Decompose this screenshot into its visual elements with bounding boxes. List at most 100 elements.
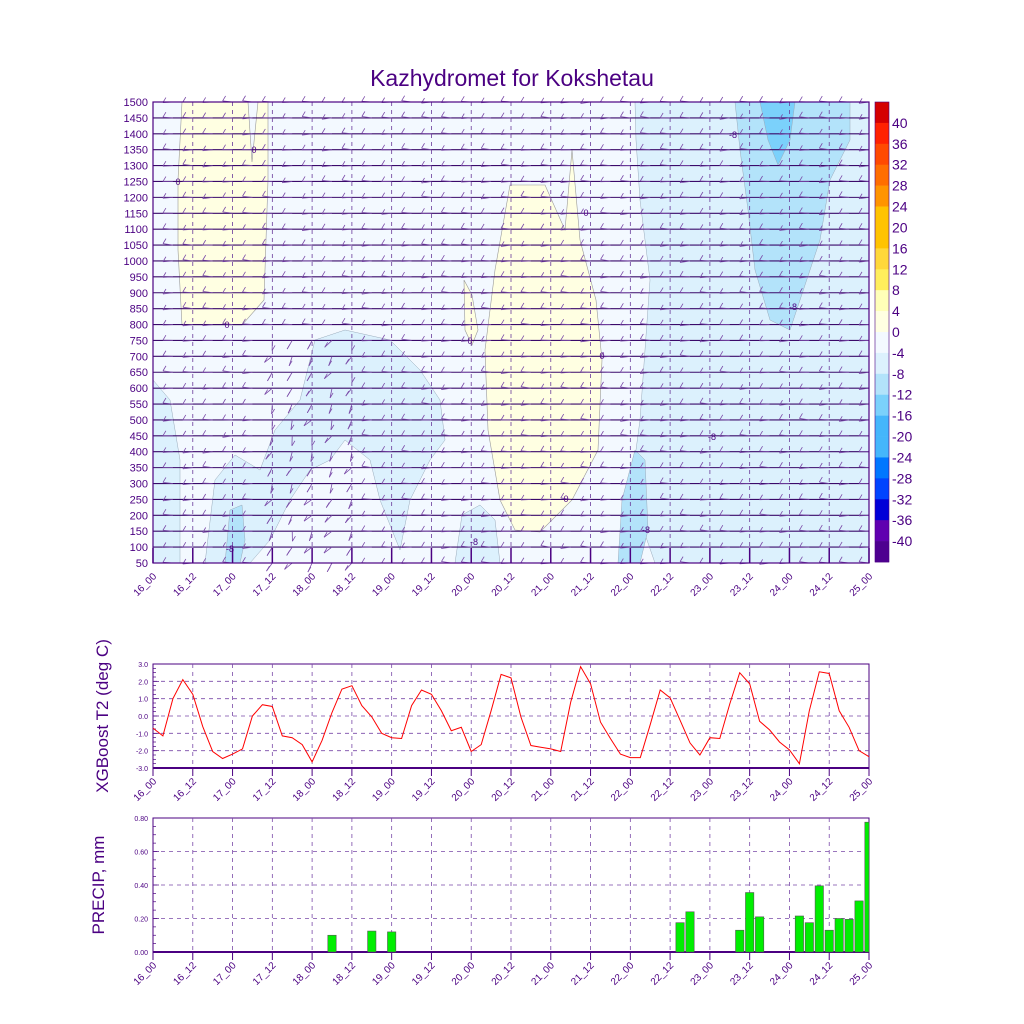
wind-barb [307, 340, 313, 350]
wind-barb [520, 366, 531, 373]
x-tick-label: 16_00 [132, 960, 160, 988]
wind-barb [500, 112, 512, 119]
wind-barb-shaft [162, 148, 173, 151]
wind-barb-feather [659, 334, 664, 341]
wind-barb-feather [182, 479, 187, 485]
wind-barb [421, 177, 432, 184]
wind-barb [620, 494, 631, 501]
wind-barb-feather [401, 223, 405, 229]
wind-barb-shaft [699, 418, 710, 421]
wind-barb-feather [600, 366, 604, 372]
wind-barb [858, 416, 870, 422]
wind-barb-feather [222, 446, 226, 452]
wind-barb-shaft [222, 370, 233, 373]
wind-barb-feather [222, 478, 226, 484]
wind-barb [182, 271, 193, 278]
wind-barb [242, 479, 253, 485]
wind-barb [480, 177, 492, 183]
wind-barb [341, 209, 352, 215]
wind-barb-shaft [441, 211, 452, 214]
wind-barb [401, 542, 412, 549]
wind-barb [202, 335, 213, 341]
wind-barb [441, 495, 452, 501]
wind-barb-feather [421, 477, 425, 484]
wind-barb-feather [838, 494, 843, 500]
wind-barb [540, 494, 551, 501]
wind-barb [759, 367, 770, 374]
wind-barb-shaft [799, 212, 810, 214]
wind-barb-shaft [540, 355, 551, 358]
wind-barb-feather [480, 193, 485, 200]
wind-barb-feather [162, 272, 167, 278]
wind-barb-feather [281, 207, 286, 214]
wind-barb-feather [401, 128, 405, 134]
wind-barb-feather [500, 334, 505, 340]
wind-barb-shaft [739, 260, 750, 263]
wind-barb [321, 255, 333, 262]
wind-barb [739, 113, 750, 120]
wind-barb-feather [739, 509, 744, 516]
wind-barb-shaft [182, 483, 193, 486]
wind-barb-feather [858, 542, 863, 548]
wind-barb-feather [328, 472, 333, 478]
wind-barb [286, 467, 293, 477]
wind-barb [799, 320, 810, 327]
wind-barb-feather [659, 415, 664, 422]
wind-barb [600, 477, 611, 484]
wind-barb [242, 493, 253, 500]
wind-barb-feather [500, 241, 505, 247]
wind-barb-shaft [481, 259, 492, 262]
wind-barb-feather [162, 447, 167, 453]
wind-barb [401, 143, 412, 151]
wind-barb-feather [679, 349, 684, 356]
wind-barb-feather [779, 414, 783, 420]
wind-barb-shaft [421, 387, 432, 390]
wind-barb-shaft [620, 514, 631, 517]
wind-barb-shaft [699, 307, 710, 310]
colorbar-label: -24 [892, 449, 912, 465]
wind-barb-shaft [779, 514, 790, 517]
wind-barb-feather [242, 239, 246, 246]
wind-barb-shaft [242, 195, 253, 198]
colorbar-label: 0 [892, 324, 900, 340]
wind-barb-feather [620, 95, 624, 102]
wind-barb-feather [329, 392, 334, 399]
wind-barb [242, 510, 253, 517]
wind-barb-feather [600, 159, 604, 165]
wind-barb [421, 319, 432, 325]
wind-barb [759, 445, 770, 453]
wind-barb-shaft [262, 227, 273, 230]
wind-barb [381, 366, 392, 373]
wind-barb-shaft [461, 276, 472, 279]
wind-barb [222, 240, 233, 247]
wind-barb-feather [381, 382, 386, 389]
wind-barb [381, 176, 392, 182]
wind-barb-feather [202, 224, 207, 231]
wind-barb-feather [580, 129, 584, 136]
wind-barb-shaft [520, 514, 531, 516]
wind-barb [341, 174, 352, 182]
wind-barb-feather [838, 556, 843, 562]
wind-barb-feather [346, 486, 351, 493]
wind-barb-feather [267, 471, 272, 477]
wind-barb-shaft [779, 403, 790, 406]
wind-barb-feather [162, 129, 167, 135]
wind-barb [799, 207, 810, 214]
wind-barb-shaft [441, 514, 452, 517]
wind-barb-shaft [859, 133, 870, 136]
wind-barb-feather [699, 367, 704, 373]
pressure-tick-label: 1050 [124, 240, 148, 252]
wind-barb [401, 223, 412, 230]
wind-barb [284, 562, 293, 570]
wind-barb [441, 511, 452, 517]
wind-barb-feather [303, 547, 308, 554]
wind-barb [798, 398, 810, 405]
wind-barb [560, 476, 571, 484]
wind-barb [779, 478, 790, 485]
colorbar-label: 36 [892, 136, 908, 152]
wind-barb-feather [381, 334, 386, 341]
wind-barb [381, 129, 392, 135]
pressure-tick-label: 750 [130, 335, 148, 347]
wind-barb-feather [321, 271, 326, 277]
wind-barb [286, 372, 293, 382]
